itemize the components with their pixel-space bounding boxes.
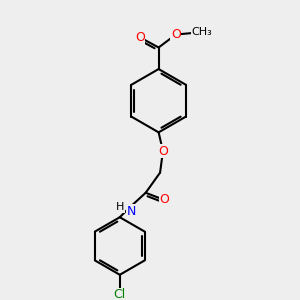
Text: O: O [158, 145, 168, 158]
Text: H: H [116, 202, 124, 212]
Text: N: N [127, 205, 136, 218]
Text: Cl: Cl [114, 288, 126, 300]
Text: O: O [159, 194, 169, 206]
Text: CH₃: CH₃ [192, 27, 212, 37]
Text: O: O [135, 31, 145, 44]
Text: O: O [171, 28, 181, 41]
